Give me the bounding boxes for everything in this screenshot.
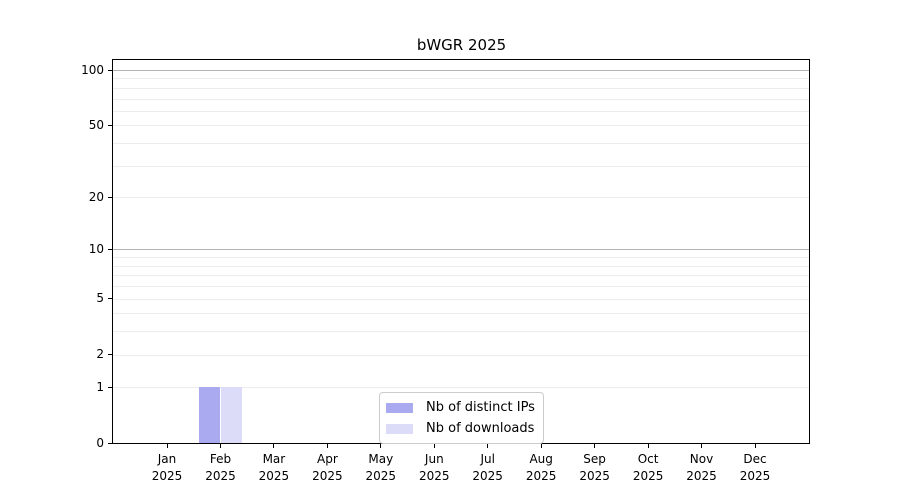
x-axis-tick [487,444,489,448]
gridline-minor [113,331,809,333]
x-axis-tick [754,444,756,448]
y-axis-tick [108,196,112,198]
gridline-minor [113,354,809,356]
x-tick-year: 2025 [419,469,450,483]
x-tick-year: 2025 [151,469,183,483]
x-axis-tick [166,444,168,448]
y-axis-tick [108,298,112,299]
x-tick-month: Jun [424,452,444,466]
x-tick-year: 2025 [579,469,610,483]
y-axis-tick [108,124,112,126]
legend-swatch-downloads [386,423,413,434]
legend-item-distinct-ips: Nb of distinct IPs [386,398,535,417]
gridline-minor [113,165,809,167]
x-tick-month: Oct [637,452,659,466]
x-tick-label: Mar 2025 [242,451,306,485]
x-tick-month: Jul [480,452,495,466]
x-tick-year: 2025 [686,469,717,483]
gridline-minor [113,298,809,300]
x-tick-year: 2025 [258,469,290,483]
x-tick-label: May 2025 [349,451,413,485]
x-tick-year: 2025 [525,469,557,483]
gridline-major [113,70,809,71]
gridline-minor [113,87,809,89]
y-axis-tick [108,386,112,388]
y-tick-label: 1 [96,379,104,394]
gridline-minor [113,387,809,389]
x-tick-year: 2025 [365,469,397,483]
x-tick-month: May [368,452,394,466]
x-tick-month: Feb [209,452,232,466]
x-axis-tick [380,444,382,448]
x-tick-label: Apr 2025 [295,451,359,485]
bar-downloads-feb [220,387,242,444]
x-tick-year: 2025 [632,469,664,483]
x-tick-year: 2025 [312,469,343,483]
y-tick-label: 100 [81,62,104,77]
gridline-minor [113,275,809,277]
x-tick-month: Jan [157,452,177,466]
gridline-minor [113,265,809,267]
x-tick-label: Aug 2025 [509,451,573,485]
x-tick-label: Oct 2025 [616,451,680,485]
x-tick-label: Nov 2025 [670,451,734,485]
gridline-minor [113,125,809,127]
gridline-minor [113,197,809,199]
y-axis-tick [108,69,112,71]
gridline-minor [113,313,809,315]
x-tick-label: Sep 2025 [563,451,627,485]
x-tick-year: 2025 [472,469,503,483]
x-axis-tick [433,444,435,448]
x-tick-month: Aug [529,452,553,466]
x-tick-year: 2025 [205,469,236,483]
gridline-minor [113,78,809,80]
gridline-minor [113,286,809,287]
x-tick-month: Sep [583,452,606,466]
y-tick-label: 2 [96,347,104,362]
x-axis-tick [540,444,542,448]
y-axis-tick [108,354,112,356]
x-tick-month: Nov [689,452,714,466]
x-tick-month: Mar [262,452,286,466]
gridline-minor [113,98,809,100]
y-tick-label: 5 [96,291,104,305]
x-axis-tick [326,444,328,448]
legend-swatch-distinct-ips [386,402,413,413]
gridline-major [113,249,809,251]
x-tick-month: Dec [743,452,767,466]
x-tick-year: 2025 [739,469,771,483]
plot-area [112,59,810,444]
x-tick-label: Jun 2025 [402,451,466,485]
x-tick-label: Feb 2025 [189,451,253,485]
y-tick-label: 10 [88,241,104,256]
legend: Nb of distinct IPs Nb of downloads [379,392,544,444]
x-tick-label: Jan 2025 [135,451,199,485]
x-axis-tick [647,444,649,448]
y-tick-label: 20 [88,189,104,204]
x-axis-tick [273,444,275,448]
legend-label-downloads: Nb of downloads [426,421,535,436]
x-axis-tick [220,444,221,448]
y-axis-tick [108,248,112,250]
y-tick-label: 50 [88,117,104,132]
x-axis-tick [701,444,702,448]
chart-title: bWGR 2025 [416,36,507,54]
gridline-minor [113,257,809,259]
x-tick-label: Dec 2025 [723,451,787,485]
y-axis-tick [108,443,112,444]
x-tick-month: Apr [317,452,338,466]
y-tick-label: 0 [96,436,104,450]
legend-label-distinct-ips: Nb of distinct IPs [426,400,535,415]
gridline-minor [113,110,809,112]
x-tick-label: Jul 2025 [456,451,520,485]
bar-distinct-ips-feb [199,387,221,444]
gridline-minor [113,143,809,144]
x-axis-tick [594,444,596,448]
legend-item-downloads: Nb of downloads [386,419,535,438]
